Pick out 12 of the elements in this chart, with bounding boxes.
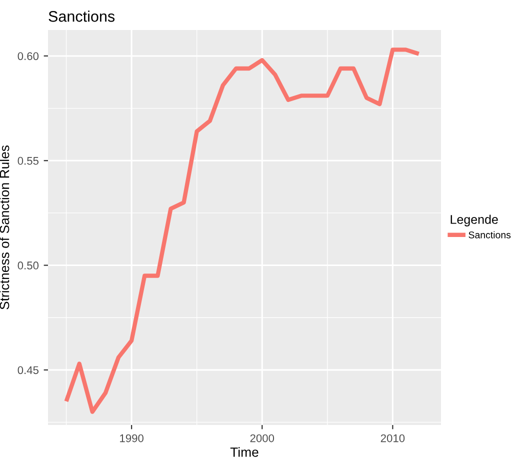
line-series <box>64 48 421 414</box>
x-tick-label: 1990 <box>120 434 144 442</box>
legend-label: Sanctions <box>468 231 511 238</box>
x-tick-label: 2000 <box>250 434 274 442</box>
x-axis-title: Time <box>230 447 258 457</box>
x-tick-label: 2010 <box>380 434 405 442</box>
y-tick-label: 0.50 <box>18 262 39 270</box>
legend-title: Legende <box>450 214 498 226</box>
y-tick-label: 0.45 <box>18 366 39 374</box>
y-tick-label: 0.60 <box>18 52 39 60</box>
y-tick-label: 0.55 <box>18 156 39 165</box>
chart-title: Sanctions <box>48 10 115 22</box>
